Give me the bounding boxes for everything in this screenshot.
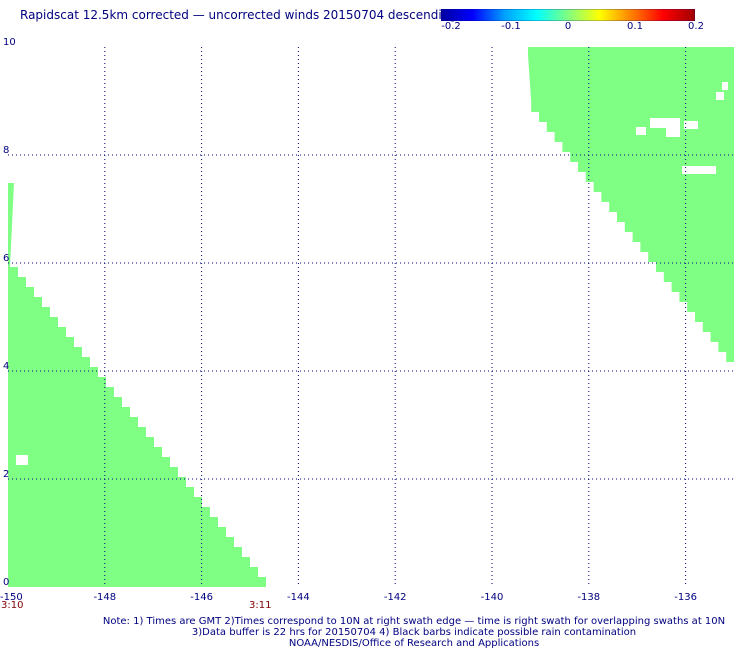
grid-lines bbox=[8, 47, 734, 587]
y-tick-label: 6 bbox=[3, 253, 9, 264]
colorbar-label: -0.2 bbox=[441, 21, 461, 32]
time-label-mid: 3:11 bbox=[249, 600, 272, 611]
chart-title: Rapidscat 12.5km corrected — uncorrected… bbox=[20, 8, 457, 22]
time-label-left: 3:10 bbox=[1, 600, 24, 611]
y-tick-label: 2 bbox=[3, 469, 9, 480]
x-tick-label: -142 bbox=[384, 592, 407, 603]
x-tick-label: -136 bbox=[674, 592, 697, 603]
data-gap bbox=[684, 121, 698, 129]
data-gap bbox=[16, 455, 28, 465]
note-line-1: Note: 1) Times are GMT 2)Times correspon… bbox=[102, 616, 726, 627]
x-tick-label: -150 bbox=[0, 592, 23, 603]
swath-right bbox=[528, 47, 734, 362]
x-tick-label: -146 bbox=[190, 592, 213, 603]
colorbar-label: 0.1 bbox=[627, 21, 643, 32]
data-gap bbox=[636, 127, 646, 135]
colorbar-label: 0 bbox=[564, 21, 572, 32]
tick-labels: -150 -148 -146 -144 -142 -140 -138 -136 0 2 4 6 8 10 bbox=[0, 37, 697, 603]
y-tick-label: 8 bbox=[3, 145, 9, 156]
colorbar-label: -0.1 bbox=[501, 21, 521, 32]
data-gap bbox=[650, 118, 680, 128]
x-tick-label: -140 bbox=[481, 592, 504, 603]
x-tick-label: -138 bbox=[577, 592, 600, 603]
y-tick-label: 10 bbox=[3, 37, 16, 48]
note-line-3: NOAA/NESDIS/Office of Research and Appli… bbox=[288, 638, 540, 649]
colorbar bbox=[441, 9, 695, 21]
y-tick-label: 4 bbox=[3, 361, 9, 372]
y-tick-label: 0 bbox=[3, 577, 9, 588]
x-tick-label: -148 bbox=[93, 592, 116, 603]
data-gap bbox=[666, 127, 680, 137]
note-line-2: 3)Data buffer is 22 hrs for 20150704 4) … bbox=[191, 627, 637, 638]
x-tick-label: -144 bbox=[287, 592, 310, 603]
colorbar-label: 0.2 bbox=[688, 21, 704, 32]
data-gap bbox=[682, 166, 716, 174]
data-gap bbox=[716, 92, 724, 100]
swath-left bbox=[8, 183, 266, 587]
data-gap bbox=[722, 82, 728, 90]
swath-layer bbox=[8, 47, 734, 587]
